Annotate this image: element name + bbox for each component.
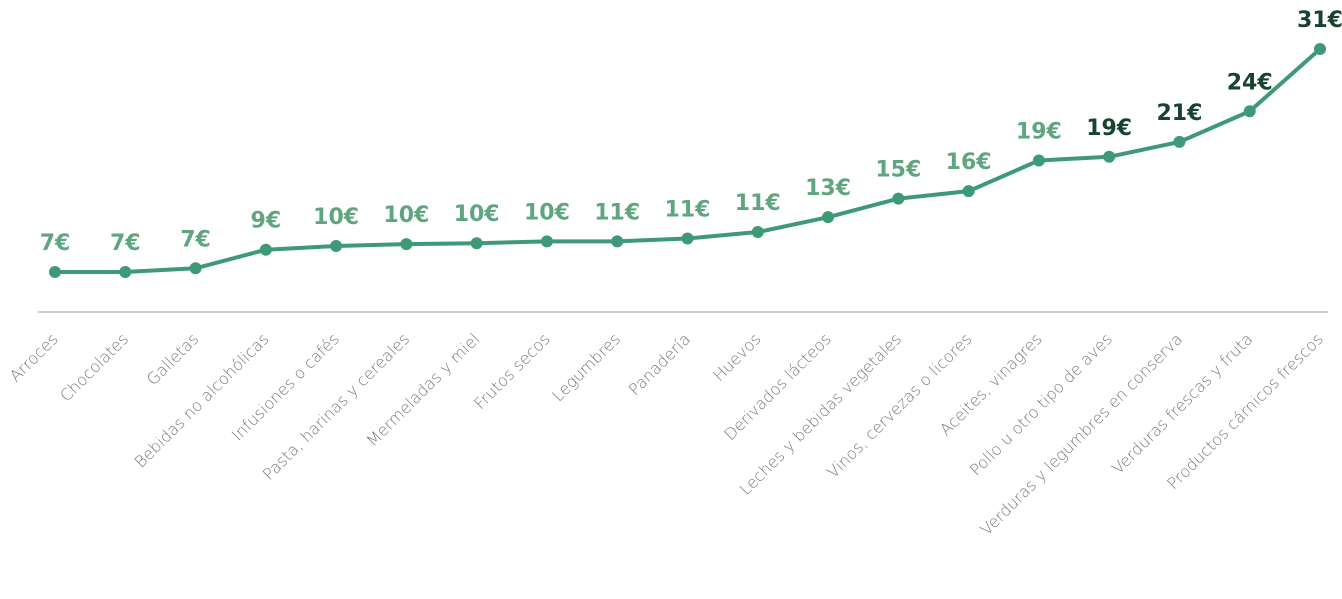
category-label: Panadería bbox=[625, 329, 695, 399]
point bbox=[1314, 43, 1326, 55]
value-label: 10€ bbox=[313, 205, 359, 230]
value-label: 10€ bbox=[524, 200, 570, 225]
point bbox=[330, 239, 343, 252]
value-label: 7€ bbox=[40, 231, 71, 256]
point bbox=[119, 266, 132, 278]
value-label: 10€ bbox=[454, 202, 500, 227]
value-label: 19€ bbox=[1016, 120, 1062, 145]
category-label: Arroces bbox=[6, 329, 62, 385]
category-label: Bebidas no alcohólicas bbox=[131, 329, 273, 471]
value-label: 11€ bbox=[735, 191, 781, 216]
point bbox=[962, 185, 975, 198]
category-label: Chocolates bbox=[56, 329, 132, 405]
point bbox=[611, 235, 624, 248]
value-label: 13€ bbox=[805, 176, 851, 201]
point bbox=[400, 238, 413, 251]
point bbox=[1173, 135, 1186, 148]
point bbox=[470, 237, 483, 250]
value-label: 10€ bbox=[383, 203, 429, 228]
point bbox=[540, 235, 553, 248]
point bbox=[189, 262, 202, 275]
category-label: Pasta, harinas y cereales bbox=[259, 329, 413, 483]
value-label: 31€ bbox=[1297, 8, 1342, 33]
value-label: 11€ bbox=[665, 198, 711, 223]
value-label: 19€ bbox=[1086, 116, 1132, 141]
category-label: Vinos, cervezas o licores bbox=[823, 329, 975, 481]
value-label: 24€ bbox=[1227, 70, 1273, 95]
category-label: Frutos secos bbox=[470, 329, 554, 413]
point bbox=[259, 243, 272, 256]
point bbox=[892, 192, 905, 205]
category-label: Verduras frescas y fruta bbox=[1108, 329, 1256, 477]
value-label: 16€ bbox=[946, 150, 992, 175]
category-label: Huevos bbox=[709, 329, 765, 385]
point bbox=[681, 232, 694, 245]
value-label: 15€ bbox=[875, 158, 921, 183]
value-label: 9€ bbox=[251, 209, 282, 234]
point bbox=[49, 266, 61, 278]
point bbox=[1243, 105, 1256, 118]
category-label: Pollo u otro tipo de aves bbox=[966, 329, 1116, 479]
value-label: 11€ bbox=[594, 200, 640, 225]
category-label: Galletas bbox=[143, 329, 203, 389]
point bbox=[751, 226, 764, 239]
value-label: 7€ bbox=[180, 227, 211, 252]
value-label: 21€ bbox=[1156, 101, 1202, 126]
value-label: 7€ bbox=[110, 231, 141, 256]
point bbox=[1032, 154, 1045, 167]
point bbox=[822, 211, 835, 224]
category-label: Legumbres bbox=[548, 329, 624, 405]
point bbox=[1103, 150, 1116, 163]
